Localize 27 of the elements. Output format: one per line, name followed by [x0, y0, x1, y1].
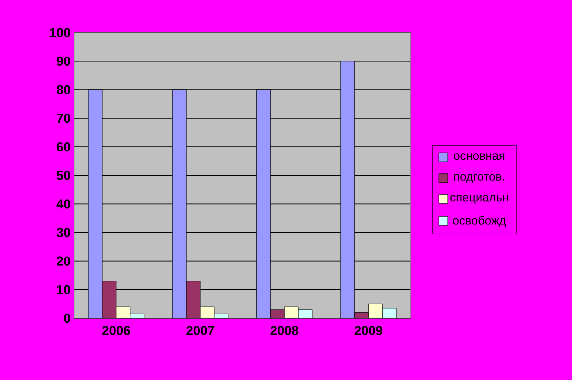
legend-label: подготов. [454, 174, 504, 184]
bar [88, 90, 103, 318]
bar [368, 304, 383, 318]
y-tick-label: 60 [57, 142, 70, 152]
y-tick-label: 80 [56, 85, 70, 94]
y-tick-label: 10 [57, 285, 70, 294]
y-tick-label: 20 [57, 256, 70, 266]
x-tick-label: 2006 [102, 326, 130, 336]
legend-label: освобожд [453, 216, 506, 228]
bar [102, 281, 117, 318]
bar [340, 61, 355, 318]
x-tick-label: 2009 [354, 326, 383, 336]
y-tick-label: 40 [56, 200, 70, 209]
bar [256, 90, 271, 318]
y-tick-label: 30 [56, 228, 70, 238]
x-tick-label: 2008 [270, 326, 299, 336]
y-tick-label: 90 [57, 56, 70, 66]
bar [270, 310, 285, 318]
y-tick-label: 0 [64, 314, 70, 323]
y-tick-label: 100 [50, 28, 70, 38]
y-tick-label: 50 [56, 171, 70, 180]
x-tick-label: 2007 [186, 326, 214, 336]
bar [186, 281, 201, 318]
legend-label: специальн [450, 195, 508, 204]
legend-label: основная [454, 154, 505, 160]
y-tick-label: 70 [57, 114, 70, 124]
bar [172, 90, 187, 318]
